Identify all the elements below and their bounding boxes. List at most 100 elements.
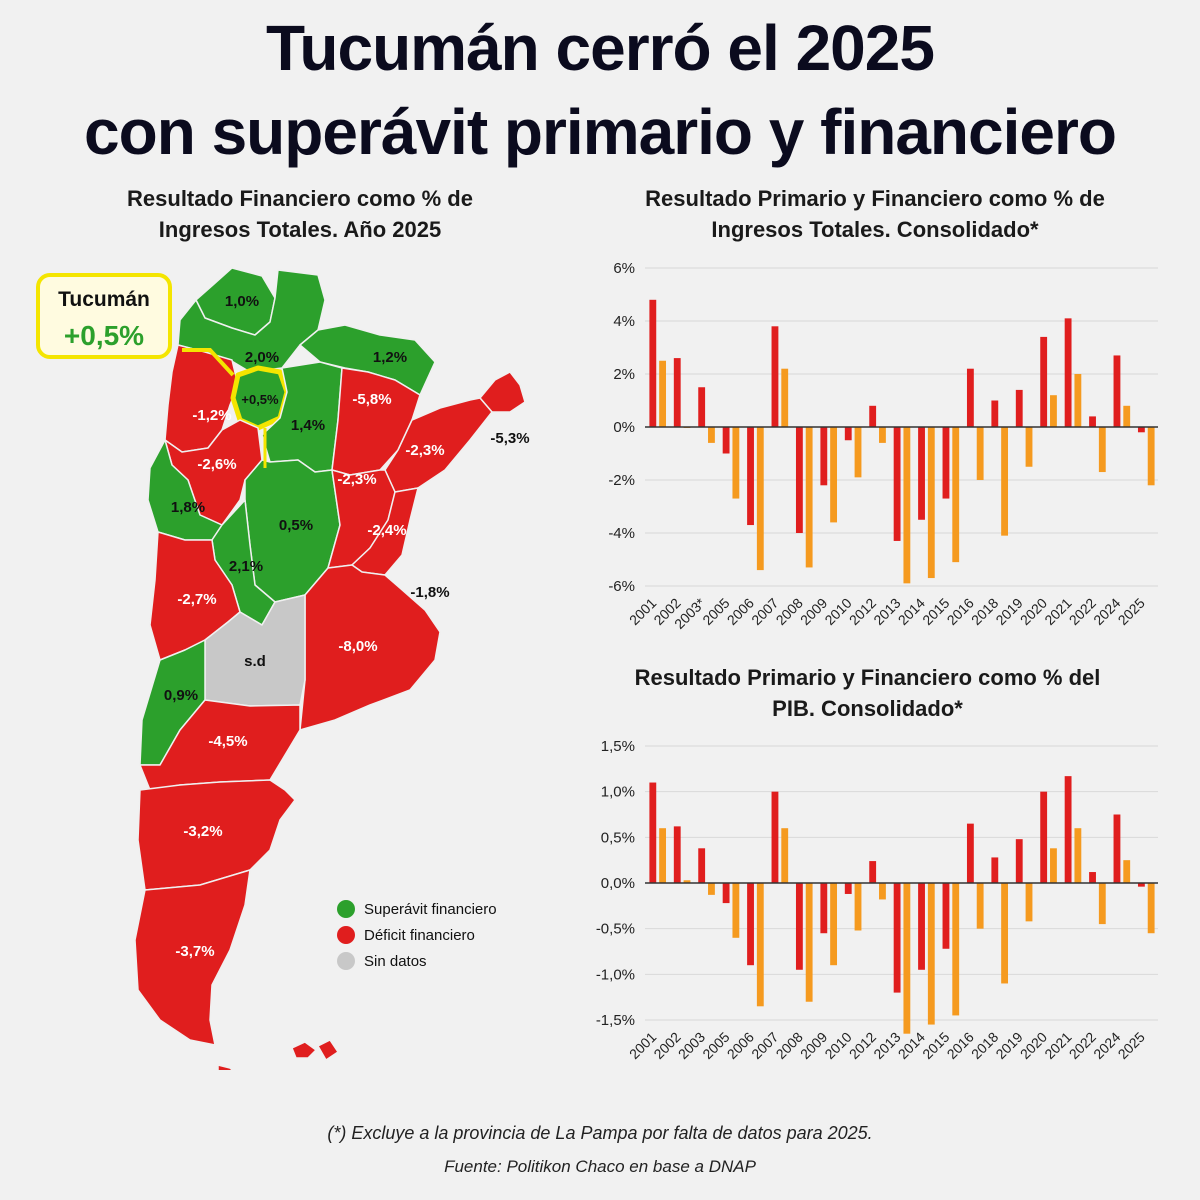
bar-financial [927, 883, 935, 1025]
label-chubut: -3,2% [183, 823, 222, 840]
bar-financial [1074, 374, 1082, 427]
bar-primary [942, 427, 950, 499]
y-tick-label: 1,0% [601, 784, 635, 801]
bar-financial [756, 883, 764, 1007]
footnote: (*) Excluye a la provincia de La Pampa p… [327, 1123, 873, 1143]
bar-primary [722, 883, 730, 904]
islas-malvinas [291, 1039, 339, 1061]
x-tick-label: 2022 [1066, 595, 1099, 628]
x-tick-label: 2013 [870, 1029, 903, 1062]
x-tick-label: 2009 [797, 1029, 830, 1062]
bar-primary [966, 368, 974, 427]
y-tick-label: -2% [608, 472, 635, 489]
bar-financial [1025, 883, 1033, 922]
bar-financial [952, 427, 960, 563]
bar-primary [869, 405, 877, 427]
bar-financial [952, 883, 960, 1016]
bar-financial [830, 883, 838, 966]
x-tick-label: 2006 [724, 1029, 757, 1062]
bar-financial [976, 427, 984, 480]
bar-financial [732, 883, 740, 938]
x-tick-label: 2007 [748, 595, 781, 628]
bar-financial [1123, 860, 1131, 883]
y-tick-label: 0,5% [601, 829, 635, 846]
x-tick-label: 2018 [968, 1029, 1001, 1062]
label-neuquen: 0,9% [164, 687, 198, 704]
bar-financial [1074, 828, 1082, 883]
label-chaco: -5,8% [352, 391, 391, 408]
label-corrientes: -2,3% [405, 442, 444, 459]
callout-name: Tucumán [58, 288, 150, 311]
bar-financial [1050, 395, 1057, 427]
label-larioja: -2,6% [197, 456, 236, 473]
bar-primary [893, 883, 901, 993]
x-tick-label: 2001 [626, 595, 659, 628]
legend-dot-deficit [337, 926, 355, 944]
bar-primary [966, 823, 974, 883]
x-tick-label: 2013 [870, 595, 903, 628]
bar-primary [649, 782, 657, 883]
chart-pib: 1,5%1,0%0,5%0,0%-0,5%-1,0%-1,5%200120022… [596, 738, 1158, 1062]
legend-dot-surplus [337, 900, 355, 918]
map-title-line1: Resultado Financiero como % de [127, 186, 473, 211]
x-tick-label: 2002 [650, 1029, 683, 1062]
x-tick-label: 2001 [626, 1029, 659, 1062]
bar-financial [1050, 848, 1057, 883]
label-rionegro: -4,5% [208, 733, 247, 750]
x-tick-label: 2012 [846, 1029, 879, 1062]
argentina-map: 1,0% 2,0% 1,2% +0,5% -1,2% -5,8% 1,4% -5… [36, 267, 530, 1070]
x-tick-label: 2014 [895, 595, 928, 628]
bar-financial [976, 883, 984, 929]
bar-primary [893, 427, 901, 541]
bar-primary [1089, 872, 1096, 883]
bar-financial [1123, 405, 1131, 427]
bar-financial [879, 427, 886, 443]
label-caba: -1,8% [410, 584, 449, 601]
bar-primary [1064, 318, 1072, 427]
x-tick-label: 2016 [944, 595, 977, 628]
x-tick-label: 2006 [724, 595, 757, 628]
bar-primary [747, 427, 754, 526]
x-tick-label: 2012 [846, 595, 879, 628]
legend-label-deficit: Déficit financiero [364, 927, 475, 944]
x-tick-label: 2025 [1115, 1029, 1148, 1062]
bar-financial [1147, 427, 1155, 486]
bar-primary [844, 883, 852, 894]
bar-primary [771, 326, 779, 427]
x-tick-label: 2021 [1041, 1029, 1074, 1062]
label-santacruz: -3,7% [175, 943, 214, 960]
bar-primary [820, 883, 828, 934]
bar-primary [1064, 776, 1072, 883]
bar-financial [781, 368, 789, 427]
label-entrerios: -2,4% [367, 522, 406, 539]
x-tick-label: 2015 [919, 595, 952, 628]
y-tick-label: -1,5% [596, 1012, 635, 1029]
y-tick-label: 1,5% [601, 738, 635, 755]
bar-financial [879, 883, 886, 900]
bar-financial [1001, 427, 1009, 536]
chart2-title-line2: PIB. Consolidado* [772, 696, 963, 721]
province-buenosaires [299, 564, 441, 731]
chart1-title-line2: Ingresos Totales. Consolidado* [711, 217, 1039, 242]
bar-primary [1137, 883, 1145, 887]
y-tick-label: 6% [613, 260, 635, 277]
x-tick-label: 2020 [1017, 1029, 1050, 1062]
label-santiago: 1,4% [291, 417, 325, 434]
x-tick-label: 2024 [1090, 595, 1123, 628]
bar-financial [659, 828, 667, 883]
bar-primary [1137, 427, 1145, 433]
x-tick-label: 2022 [1066, 1029, 1099, 1062]
bar-primary [722, 427, 730, 454]
x-tick-label: 2018 [968, 595, 1001, 628]
label-formosa: 1,2% [373, 349, 407, 366]
x-tick-label: 2009 [797, 595, 830, 628]
label-lapampa: s.d [244, 653, 266, 670]
bar-primary [991, 857, 999, 883]
legend-label-nodata: Sin datos [364, 953, 427, 970]
bar-primary [747, 883, 754, 966]
x-tick-label: 2019 [992, 595, 1025, 628]
province-corrientes [384, 397, 493, 493]
map-legend: Superávit financiero Déficit financiero … [337, 900, 497, 970]
bar-financial [683, 880, 691, 883]
main-title-line1: Tucumán cerró el 2025 [266, 12, 935, 84]
